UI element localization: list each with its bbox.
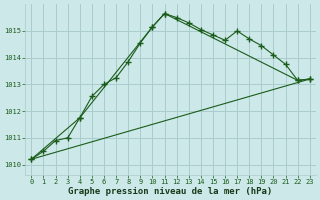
X-axis label: Graphe pression niveau de la mer (hPa): Graphe pression niveau de la mer (hPa) <box>68 187 273 196</box>
